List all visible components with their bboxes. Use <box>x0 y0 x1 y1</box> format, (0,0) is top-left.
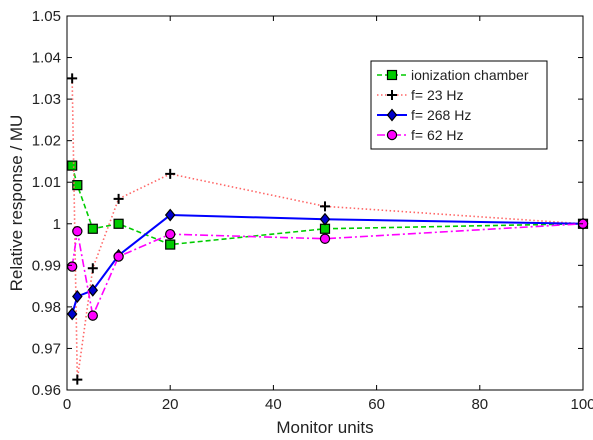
legend-marker-f-23-hz <box>387 90 397 100</box>
data-point-f-23-hz <box>165 168 176 179</box>
y-tick-label: 0.99 <box>32 257 61 274</box>
data-point-f-23-hz <box>67 73 78 84</box>
x-tick-label: 20 <box>162 396 179 413</box>
y-tick-label: 1.01 <box>32 174 61 191</box>
y-tick-label: 1.03 <box>32 91 61 108</box>
data-point-ionization-chamber <box>87 223 98 234</box>
y-tick-label: 0.97 <box>32 340 61 357</box>
legend-label-f-268-hz: f= 268 Hz <box>411 107 471 123</box>
x-tick-label: 40 <box>265 396 282 413</box>
x-tick-label: 80 <box>471 396 488 413</box>
data-point-f-268-hz <box>66 307 78 321</box>
data-point-f-268-hz <box>87 283 99 297</box>
y-tick-label: 1.04 <box>32 50 61 67</box>
data-point-f-23-hz <box>320 201 330 212</box>
legend-marker-ionization-chamber <box>386 69 398 81</box>
y-tick-label: 0.96 <box>32 382 61 399</box>
axis-ticks: 0 20 40 60 80 100 0.96 0.97 0.98 0.99 1 1.01 1.02 1.0… <box>32 8 593 413</box>
data-point-ionization-chamber <box>67 160 78 171</box>
data-point-f-62-hz <box>87 310 99 321</box>
legend-marker-f-62-hz <box>386 129 398 141</box>
data-point-ionization-chamber <box>165 239 176 250</box>
x-tick-label: 100 <box>570 396 593 413</box>
data-point-f-62-hz <box>164 228 176 240</box>
data-point-f-62-hz <box>319 233 331 244</box>
series-ionization-chamber <box>67 160 589 250</box>
data-point-ionization-chamber <box>113 218 124 229</box>
data-point-f-268-hz <box>319 212 331 226</box>
y-tick-label: 0.98 <box>32 299 61 316</box>
x-tick-label: 60 <box>368 396 385 413</box>
x-axis-label: Monitor units <box>276 418 373 437</box>
data-point-f-268-hz <box>72 290 83 303</box>
series-f-62-hz <box>66 218 589 321</box>
y-tick-label: 1.02 <box>32 133 61 150</box>
y-tick-label: 1.05 <box>32 8 61 25</box>
legend: ionization chamber f= 23 Hz f= 268 Hz f= 62… <box>370 60 548 150</box>
legend-label-ionization-chamber: ionization chamber <box>411 67 529 83</box>
legend-label-f-23-hz: f= 23 Hz <box>411 87 464 103</box>
data-point-f-62-hz <box>66 261 78 272</box>
data-point-f-23-hz <box>72 374 83 385</box>
data-point-f-62-hz <box>72 226 83 237</box>
legend-marker-f-268-hz <box>386 108 398 122</box>
data-point-ionization-chamber <box>72 180 83 191</box>
legend-label-f-62-hz: f= 62 Hz <box>411 127 464 143</box>
data-point-f-268-hz <box>164 208 176 222</box>
data-point-f-23-hz <box>113 193 124 204</box>
series-layer <box>66 73 589 385</box>
data-point-f-23-hz <box>87 263 98 274</box>
data-point-f-62-hz <box>113 251 124 262</box>
y-tick-label: 1 <box>53 216 61 233</box>
y-axis-label: Relative response / MU <box>7 115 26 292</box>
x-tick-label: 0 <box>63 396 71 413</box>
